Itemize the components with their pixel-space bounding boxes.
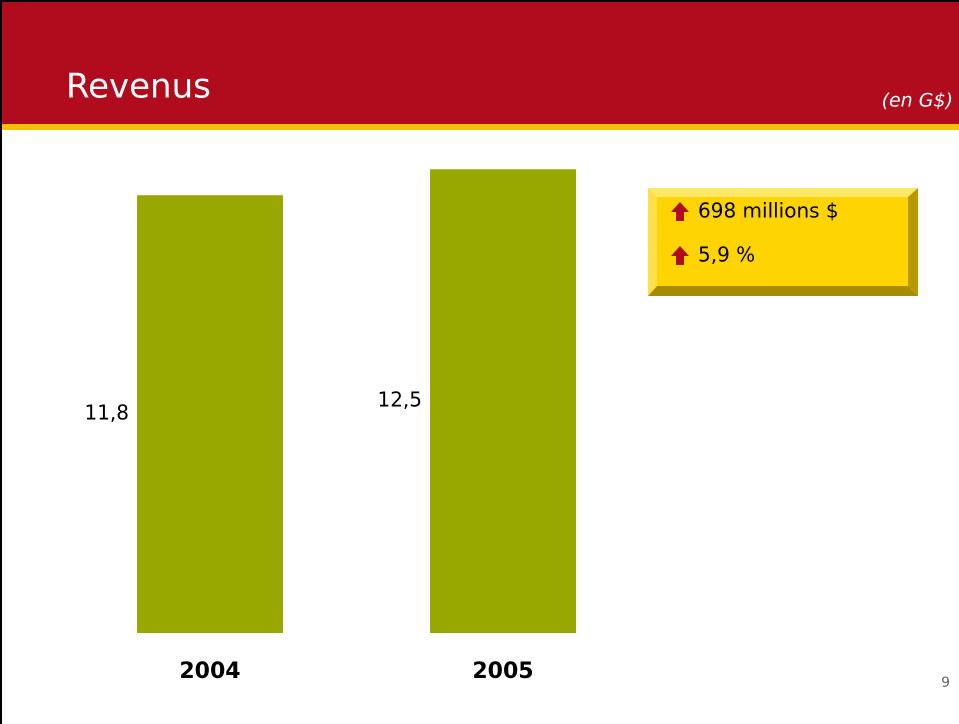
value-label: 12,5 [377,388,422,412]
bevel-left [648,188,657,296]
x-tick-label: 2005 [472,659,533,684]
bevel-right [908,188,918,296]
bevel-top [648,188,918,197]
bar [430,169,576,633]
header-band [0,0,959,124]
chart-subtitle: (en G$) [882,90,953,112]
callout-text: 698 millions $ [698,199,839,223]
x-tick-label: 2004 [179,659,240,684]
value-label: 11,8 [84,401,129,425]
up-arrow [671,202,689,221]
callout-face [657,197,908,286]
header-rule [0,124,959,130]
up-arrow [671,246,689,265]
chart-title: Revenus [66,67,211,107]
bevel-bottom [648,286,918,296]
page-number: 9 [941,675,950,691]
callout-text: 5,9 % [698,243,755,267]
callout: 698 millions $ 5,9 % [648,188,918,296]
bar [137,195,283,633]
